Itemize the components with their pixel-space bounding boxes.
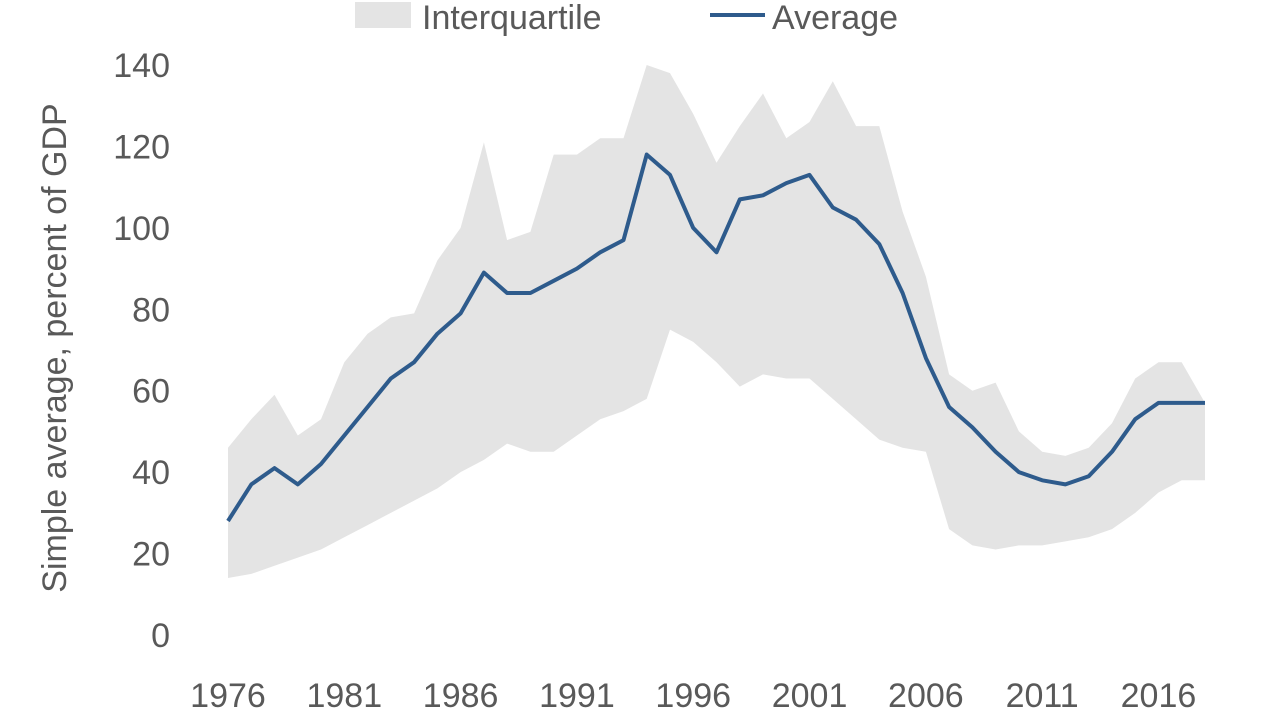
y-axis-title: Simple average, percent of GDP (36, 103, 74, 592)
y-tick-label: 20 (132, 536, 170, 574)
average-line (226, 152, 1205, 523)
y-tick-label: 0 (151, 617, 170, 655)
y-axis-ticks: 0 20 40 60 80 100 120 140 (113, 47, 170, 655)
x-tick-label: 1981 (306, 677, 382, 715)
legend-label-interquartile: Interquartile (422, 0, 602, 37)
y-tick-label: 80 (132, 291, 170, 329)
y-tick-label: 120 (113, 128, 170, 166)
y-tick-label: 40 (132, 454, 170, 492)
x-tick-label: 2016 (1121, 677, 1197, 715)
legend-label-average: Average (772, 0, 898, 37)
x-tick-label: 1986 (423, 677, 499, 715)
x-axis-ticks: 1976 1981 1986 1991 1996 2001 2006 2011 2016 (190, 677, 1196, 715)
legend-swatch-interquartile (355, 2, 411, 28)
x-tick-label: 2006 (888, 677, 964, 715)
x-tick-label: 2001 (772, 677, 848, 715)
x-tick-label: 2011 (1006, 677, 1079, 715)
x-tick-label: 1991 (539, 677, 615, 715)
interquartile-band (228, 65, 1205, 578)
legend: Interquartile Average (355, 0, 898, 37)
x-tick-label: 1996 (655, 677, 731, 715)
x-tick-label: 1976 (190, 677, 266, 715)
plot-area (226, 65, 1205, 578)
y-tick-label: 140 (113, 47, 170, 85)
y-tick-label: 60 (132, 373, 170, 411)
y-tick-label: 100 (113, 210, 170, 248)
